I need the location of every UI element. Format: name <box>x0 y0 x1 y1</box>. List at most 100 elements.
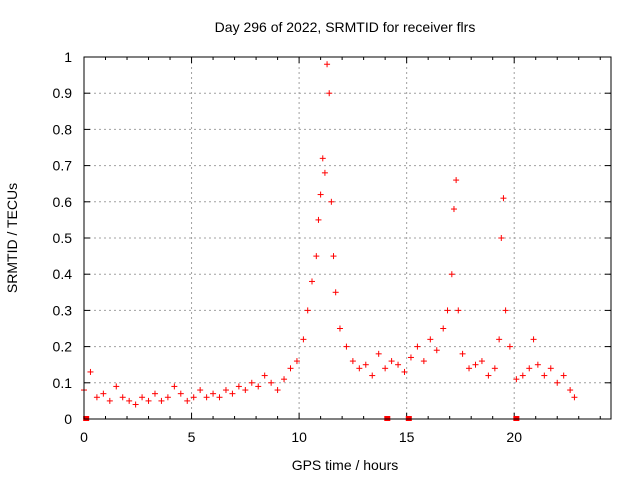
x-tick-label: 15 <box>399 429 415 445</box>
data-point <box>450 206 457 213</box>
y-tick-label: 0.4 <box>53 266 73 282</box>
data-point <box>356 365 363 372</box>
data-point <box>369 372 376 379</box>
y-tick-label: 0.5 <box>53 230 73 246</box>
data-point <box>571 394 578 401</box>
data-point <box>382 365 389 372</box>
data-point <box>293 358 300 365</box>
data-point <box>453 177 460 184</box>
data-point <box>330 253 337 260</box>
data-point <box>491 365 498 372</box>
y-tick-label: 0.6 <box>53 194 73 210</box>
data-point <box>235 383 242 390</box>
data-point <box>119 394 126 401</box>
data-point <box>132 401 139 408</box>
data-point <box>459 350 466 357</box>
y-tick-label: 0 <box>64 411 72 427</box>
data-point <box>541 372 548 379</box>
data-point <box>313 253 320 260</box>
data-point <box>261 372 268 379</box>
data-point <box>547 365 554 372</box>
data-point <box>349 358 356 365</box>
y-tick-label: 0.3 <box>53 302 73 318</box>
data-point <box>321 169 328 176</box>
y-axis-label: SRMTID / TECUs <box>4 183 20 293</box>
data-point <box>242 387 249 394</box>
data-point <box>210 390 217 397</box>
data-point <box>513 376 520 383</box>
data-point <box>287 365 294 372</box>
data-point <box>375 350 382 357</box>
data-point <box>336 325 343 332</box>
data-point <box>139 394 146 401</box>
data-point <box>268 379 275 386</box>
data-point <box>343 343 350 350</box>
data-point <box>332 289 339 296</box>
data-point <box>530 336 537 343</box>
data-point <box>427 336 434 343</box>
plot-frame <box>83 56 612 420</box>
x-tick-label: 20 <box>506 429 522 445</box>
data-point <box>274 387 281 394</box>
data-point <box>203 394 210 401</box>
data-point <box>126 397 133 404</box>
data-point <box>502 307 509 314</box>
data-point <box>222 387 229 394</box>
data-point <box>106 397 113 404</box>
data-point <box>472 361 479 368</box>
data-points <box>81 61 578 421</box>
data-point <box>229 390 236 397</box>
data-point <box>255 383 262 390</box>
y-tick-label: 0.2 <box>53 339 73 355</box>
data-point <box>455 307 462 314</box>
data-point <box>395 361 402 368</box>
data-point <box>407 354 414 361</box>
data-point <box>216 394 223 401</box>
x-tick-label: 10 <box>291 429 307 445</box>
data-point <box>526 365 533 372</box>
data-point <box>177 390 184 397</box>
data-point <box>113 383 120 390</box>
data-point <box>420 358 427 365</box>
data-point <box>448 271 455 278</box>
data-point <box>315 216 322 223</box>
data-point <box>281 376 288 383</box>
data-point <box>328 198 335 205</box>
data-point <box>414 343 421 350</box>
data-point <box>324 61 331 68</box>
data-point <box>519 372 526 379</box>
data-point <box>567 387 574 394</box>
data-point <box>478 358 485 365</box>
data-point <box>534 361 541 368</box>
data-point <box>145 397 152 404</box>
data-point <box>197 387 204 394</box>
y-tick-label: 0.1 <box>53 375 73 391</box>
data-point <box>190 394 197 401</box>
y-tick-label: 0.7 <box>53 158 73 174</box>
data-point <box>401 368 408 375</box>
data-point <box>300 336 307 343</box>
y-tick-label: 1 <box>64 49 72 65</box>
axis-ticks: 00.10.20.30.40.50.60.70.80.910 5 10 15 20 <box>53 49 611 445</box>
grid-lines <box>84 57 611 419</box>
data-point <box>309 278 316 285</box>
data-point <box>171 383 178 390</box>
data-point <box>485 372 492 379</box>
data-point <box>466 365 473 372</box>
data-point <box>164 394 171 401</box>
data-point <box>433 347 440 354</box>
data-point <box>326 90 333 97</box>
data-point <box>304 307 311 314</box>
y-tick-label: 0.9 <box>53 85 73 101</box>
data-point <box>158 397 165 404</box>
data-point <box>151 390 158 397</box>
data-point <box>388 358 395 365</box>
x-tick-label: 5 <box>188 429 196 445</box>
data-point <box>500 195 507 202</box>
data-point <box>184 397 191 404</box>
data-point <box>317 191 324 198</box>
x-tick-label: 0 <box>80 429 88 445</box>
y-tick-label: 0.8 <box>53 121 73 137</box>
data-point <box>506 343 513 350</box>
